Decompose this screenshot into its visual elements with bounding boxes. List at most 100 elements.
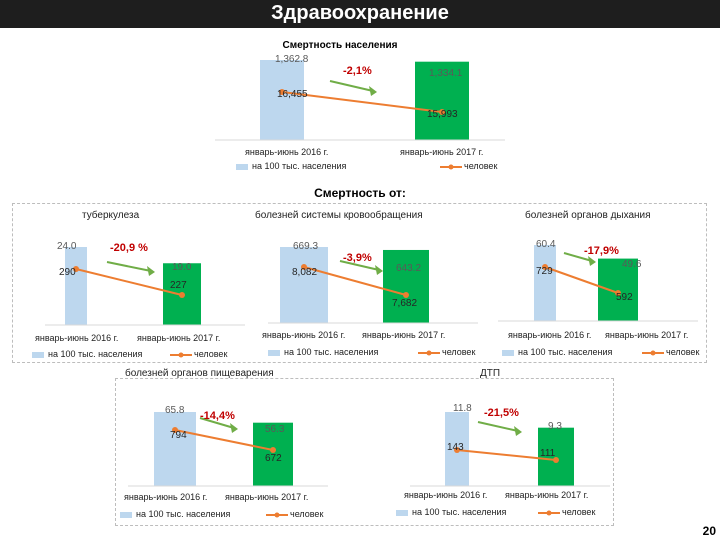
line-point-circ-2017 <box>403 292 409 298</box>
legend-dtp-line-swatch-dot <box>546 510 552 516</box>
line-label-tb-0: 290 <box>59 267 76 278</box>
line-point-dtp-2017 <box>553 457 559 463</box>
line-label-total-1: 15,993 <box>427 109 458 120</box>
line-point-total-2016 <box>279 89 285 95</box>
xtick-circ-2017: январь-июнь 2017 г. <box>362 330 446 340</box>
legend-dtp-line-label: человек <box>562 507 596 517</box>
line-label-total-0: 16,455 <box>277 89 308 100</box>
bar-dtp-2017 <box>538 427 574 486</box>
line-label-dtp-0: 143 <box>447 442 464 453</box>
legend-dig-line-swatch-dot <box>274 512 280 518</box>
legend-resp-bar-swatch-rect <box>502 350 514 356</box>
bar-label-resp-1: 49.6 <box>622 259 642 270</box>
change-label-resp: -17,9% <box>584 245 619 257</box>
chart-title-tb: туберкулеза <box>82 210 140 221</box>
line-point-tb-2016 <box>73 266 79 272</box>
legend-resp-bar-label: на 100 тыс. населения <box>518 347 613 357</box>
line-point-circ-2016 <box>301 264 307 270</box>
bar-label-dtp-0: 11.8 <box>453 403 472 414</box>
page-number: 20 <box>702 524 716 538</box>
legend-dig-bar-label: на 100 тыс. населения <box>136 509 231 519</box>
line-label-resp-0: 729 <box>536 266 553 277</box>
legend-resp-line-swatch-dot <box>650 350 656 356</box>
legend-bar-label: на 100 тыс. населения <box>252 161 347 171</box>
change-label-total: -2,1% <box>343 65 372 77</box>
line-label-dig-0: 794 <box>170 430 187 441</box>
xtick-dtp-2016: январь-июнь 2016 г. <box>404 490 488 500</box>
bar-label-circ-1: 643.2 <box>396 263 421 274</box>
line-point-dig-2017 <box>270 447 276 453</box>
line-series-dig <box>174 429 274 451</box>
line-label-circ-1: 7,682 <box>392 298 417 309</box>
bar-tb-2016 <box>65 247 87 325</box>
legend-circ-line-label: человек <box>442 347 476 357</box>
xtick-2017: январь-июнь 2017 г. <box>400 147 484 157</box>
legend-dtp-bar-label: на 100 тыс. населения <box>412 507 507 517</box>
legend-tb-bar-swatch <box>32 352 44 358</box>
legend-circ-bar-swatch <box>268 350 280 356</box>
line-point-resp-2017 <box>615 290 621 296</box>
legend-tb-line-swatch <box>170 352 192 358</box>
xtick-tb-2016: январь-июнь 2016 г. <box>35 333 119 343</box>
change-arrowhead-circ <box>375 265 383 275</box>
legend-circ-bar-label: на 100 тыс. населения <box>284 347 379 357</box>
bar-circ-2017 <box>383 249 429 323</box>
xtick-dtp-2017: январь-июнь 2017 г. <box>505 490 589 500</box>
legend-bar-swatch <box>236 164 248 170</box>
bar-label-total-1: 1,334.1 <box>429 68 463 79</box>
line-label-dtp-1: 111 <box>540 448 556 459</box>
change-arrow-dig <box>199 417 235 429</box>
legend-dig-line-swatch <box>266 512 288 518</box>
bar-label-tb-1: 19.0 <box>172 262 192 273</box>
bar-label-circ-0: 669.3 <box>293 241 318 252</box>
bar-resp-2017 <box>598 258 638 321</box>
chart-title-resp: болезней органов дыхания <box>525 210 651 221</box>
bar-label-dig-0: 65.8 <box>165 405 185 416</box>
chart-tb: 24.0 19.0 290 227 -20,9 % <box>45 241 245 326</box>
change-arrow-resp <box>563 252 593 262</box>
change-arrowhead-total <box>369 86 377 96</box>
change-arrow-dtp <box>477 421 519 432</box>
bar-label-tb-0: 24.0 <box>57 241 77 252</box>
legend-circ-line-swatch-dot <box>426 350 432 356</box>
line-point-dtp-2016 <box>454 447 460 453</box>
page-title: Здравоохранение <box>271 2 449 24</box>
change-label-circ: -3,9% <box>343 252 372 264</box>
chart-dtp: 11.8 9.3 143 111 -21,5% <box>410 403 610 487</box>
legend-bar-swatch-rect <box>236 164 248 170</box>
legend-tb-line-swatch-dot <box>178 352 184 358</box>
xtick-dig-2017: январь-июнь 2017 г. <box>225 492 309 502</box>
change-label-dig: -14,4% <box>200 410 235 422</box>
line-series-total <box>281 91 443 113</box>
bar-label-dtp-1: 9.3 <box>548 421 562 432</box>
chart-circ: 669.3 643.2 8,082 7,682 -3,9% <box>268 241 478 324</box>
line-label-resp-1: 592 <box>616 292 633 303</box>
change-arrowhead-resp <box>588 256 596 266</box>
bar-dig-2017 <box>253 422 293 486</box>
line-series-dtp <box>456 449 557 461</box>
legend-resp-line-label: человек <box>666 347 700 357</box>
bar-resp-2016 <box>534 245 556 321</box>
legend-dtp-line-swatch <box>538 510 560 516</box>
frame-row-1 <box>12 203 707 363</box>
change-arrow-circ <box>339 260 380 271</box>
bar-label-total-0: 1,362.8 <box>275 54 309 65</box>
bar-label-resp-0: 60.4 <box>536 239 556 250</box>
chart-total: 1,362.8 1,334.1 16,455 15,993 -2,1% <box>215 54 505 141</box>
legend-dtp-bar-swatch <box>396 510 408 516</box>
chart-resp: 60.4 49.6 729 592 -17,9% <box>498 239 698 322</box>
legend-tb-bar-swatch-rect <box>32 352 44 358</box>
frame-row-2 <box>115 378 614 526</box>
legend-dig-bar-swatch-rect <box>120 512 132 518</box>
legend-tb-bar-label: на 100 тыс. населения <box>48 349 143 359</box>
line-label-circ-0: 8,082 <box>292 267 317 278</box>
legend-dig-line-label: человек <box>290 509 324 519</box>
line-point-resp-2016 <box>542 264 548 270</box>
chart-title-total: Смертность населения <box>282 40 398 51</box>
change-arrow-total <box>329 80 374 92</box>
line-point-dig-2016 <box>172 427 178 433</box>
change-arrowhead-tb <box>147 266 155 276</box>
chart-title-dig: болезней органов пищеварения <box>125 368 274 379</box>
xtick-2016: январь-июнь 2016 г. <box>245 147 329 157</box>
legend-circ-line-swatch <box>418 350 440 356</box>
